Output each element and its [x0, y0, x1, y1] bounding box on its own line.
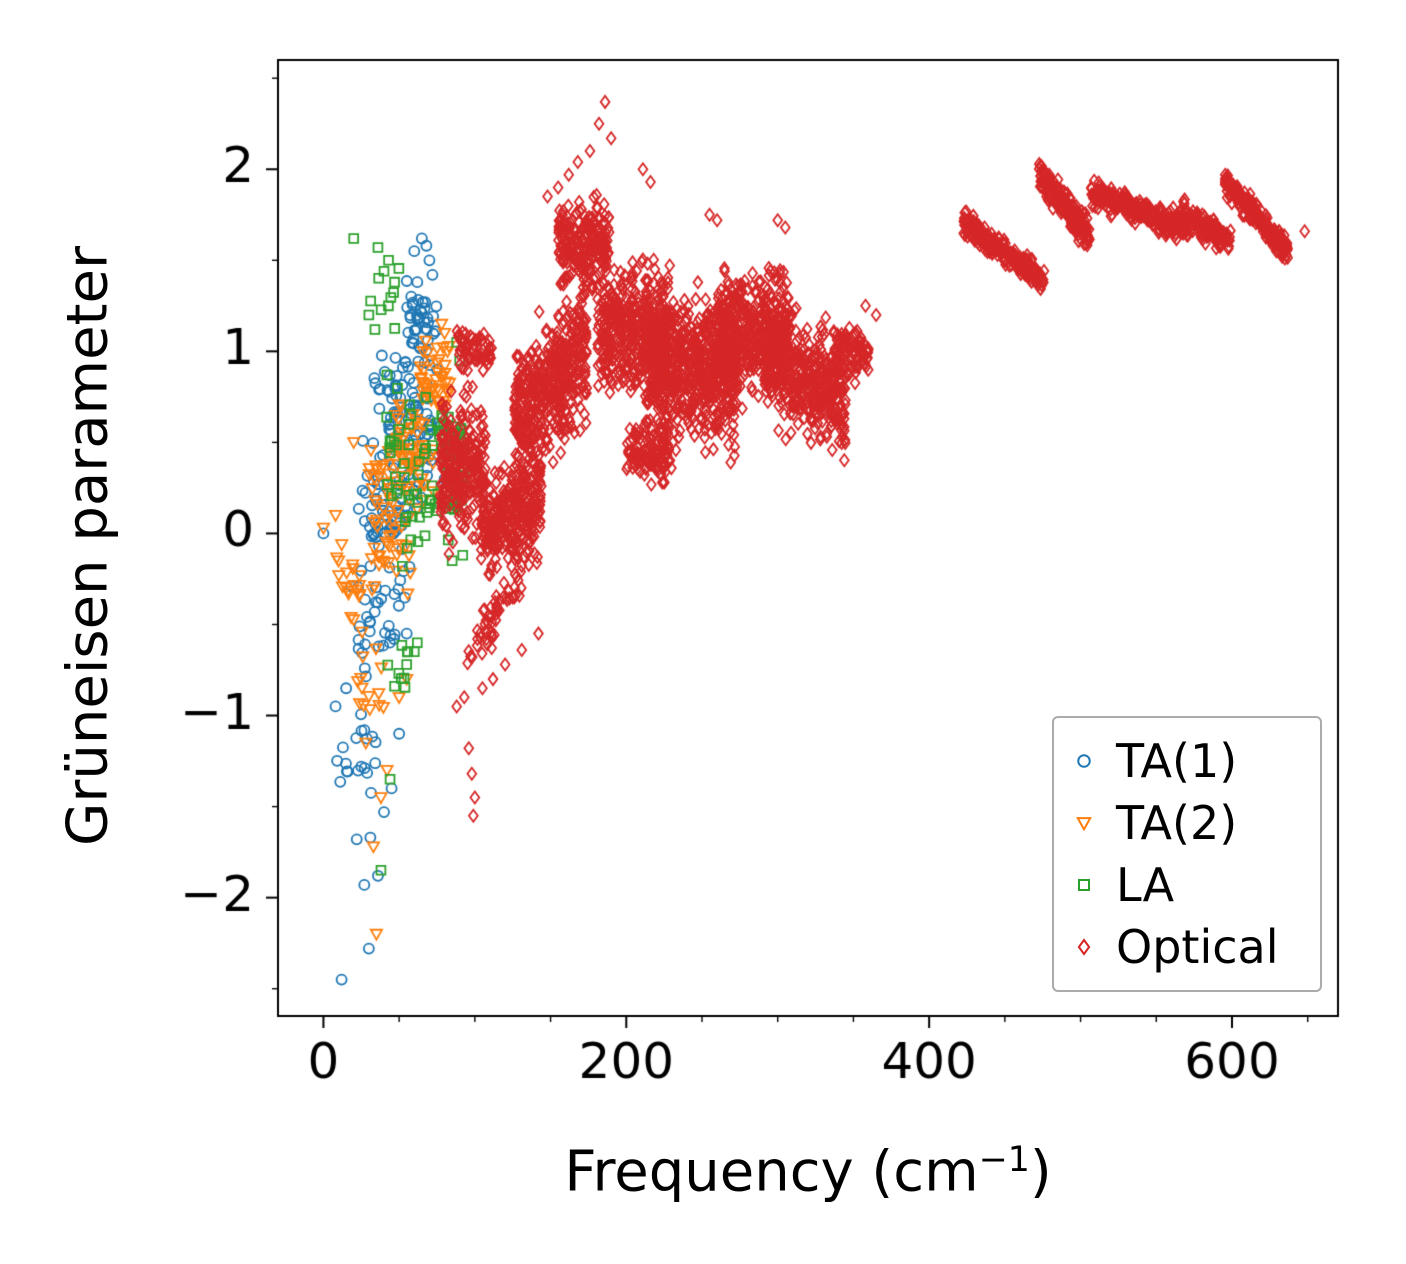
- y-axis-label-text: Grüneisen parameter: [55, 246, 121, 846]
- legend-label-ta-2: TA(2): [1116, 796, 1238, 850]
- legend-item-optical: Optical: [1074, 918, 1294, 976]
- x-axis-label-text: Frequency (cm: [564, 1139, 979, 1205]
- triangle-down-marker-icon: [1076, 817, 1092, 832]
- legend: TA(1) TA(2) LA Optical: [1052, 716, 1322, 992]
- x-axis-label-suffix: ): [1029, 1139, 1052, 1205]
- y-axis-label: Grüneisen parameter: [56, 246, 121, 846]
- diamond-marker-icon: [1077, 938, 1091, 956]
- legend-label-la: LA: [1116, 858, 1175, 912]
- square-marker-icon: [1078, 879, 1090, 891]
- circle-marker-icon: [1077, 754, 1091, 768]
- x-axis-label: Frequency (cm−1): [564, 1140, 1051, 1205]
- legend-item-la: LA: [1074, 856, 1294, 914]
- x-axis-label-superscript: −1: [978, 1139, 1030, 1180]
- legend-label-ta-1: TA(1): [1116, 734, 1238, 788]
- legend-item-ta-1: TA(1): [1074, 732, 1294, 790]
- legend-item-ta-2: TA(2): [1074, 794, 1294, 852]
- legend-label-optical: Optical: [1116, 920, 1279, 974]
